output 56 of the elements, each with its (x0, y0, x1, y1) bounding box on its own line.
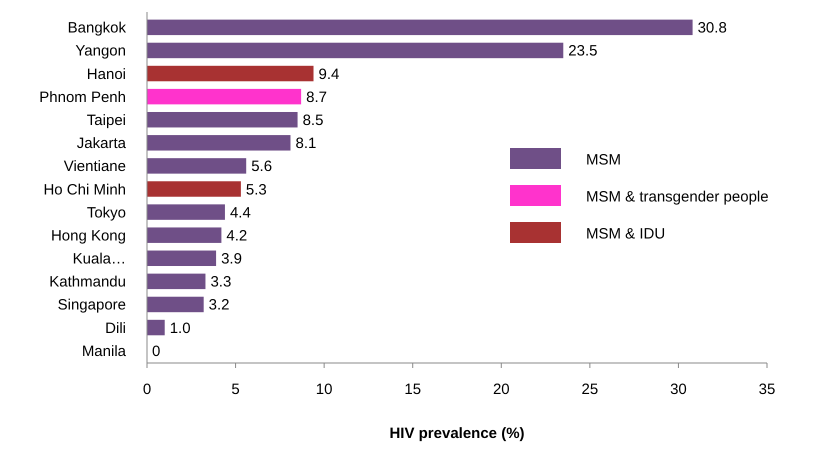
y-tick-label: Tokyo (86, 204, 126, 222)
y-tick-label: Manila (82, 342, 127, 360)
data-label: 4.4 (230, 204, 251, 222)
x-tick-label: 35 (758, 381, 776, 398)
y-tick-label: Jakarta (76, 135, 127, 152)
y-tick-label: Hanoi (86, 66, 126, 83)
legend-label: MSM (586, 151, 621, 168)
y-tick-label: Ho Chi Minh (43, 181, 126, 198)
bar (147, 227, 222, 243)
x-axis-title: HIV prevalence (%) (389, 425, 525, 442)
data-label: 5.6 (251, 158, 272, 176)
x-tick-label: 15 (404, 381, 422, 398)
y-tick-label: Kathmandu (49, 274, 126, 291)
data-label: 8.7 (306, 88, 327, 106)
data-label: 8.1 (295, 135, 316, 152)
y-tick-label: Dili (105, 320, 126, 337)
y-tick-label: Yangon (75, 42, 126, 60)
legend-label: MSM & transgender people (586, 188, 769, 206)
data-label: 3.2 (208, 296, 230, 314)
data-label: 23.5 (568, 42, 598, 60)
data-label: 0 (152, 342, 160, 360)
bar (147, 42, 564, 58)
bar (147, 88, 302, 104)
bar (147, 112, 298, 128)
bar (147, 135, 290, 151)
bar (147, 204, 225, 220)
bar (147, 320, 165, 336)
bar (147, 250, 216, 266)
x-tick-label: 0 (142, 381, 152, 398)
x-tick-label: 20 (492, 381, 510, 398)
y-tick-label: Hong Kong (50, 227, 126, 244)
bar (147, 66, 314, 82)
y-tick-label: Vientiane (64, 158, 126, 176)
data-label: 3.9 (221, 250, 242, 268)
x-tick-label: 10 (316, 381, 332, 398)
bar (147, 158, 246, 174)
bar (147, 181, 241, 197)
y-tick-label: Taipei (86, 112, 126, 129)
data-label: 3.3 (210, 274, 232, 291)
data-label: 30.8 (698, 20, 727, 37)
x-tick-label: 5 (231, 381, 240, 398)
data-label: 4.2 (226, 227, 248, 244)
legend-label: MSM & IDU (586, 225, 666, 242)
data-label: 8.5 (302, 112, 324, 129)
data-label: 9.4 (318, 66, 340, 83)
x-tick-label: 25 (582, 381, 598, 398)
y-tick-label: Singapore (58, 296, 126, 314)
bar (147, 274, 206, 290)
bar (147, 20, 693, 36)
y-tick-label: Phnom Penh (39, 88, 126, 106)
data-label: 1.0 (170, 320, 191, 337)
bar (147, 296, 204, 312)
y-tick-label: Bangkok (68, 20, 126, 37)
y-tick-label: Kuala… (72, 250, 126, 268)
data-label: 5.3 (246, 181, 267, 198)
x-tick-label: 30 (670, 381, 687, 398)
